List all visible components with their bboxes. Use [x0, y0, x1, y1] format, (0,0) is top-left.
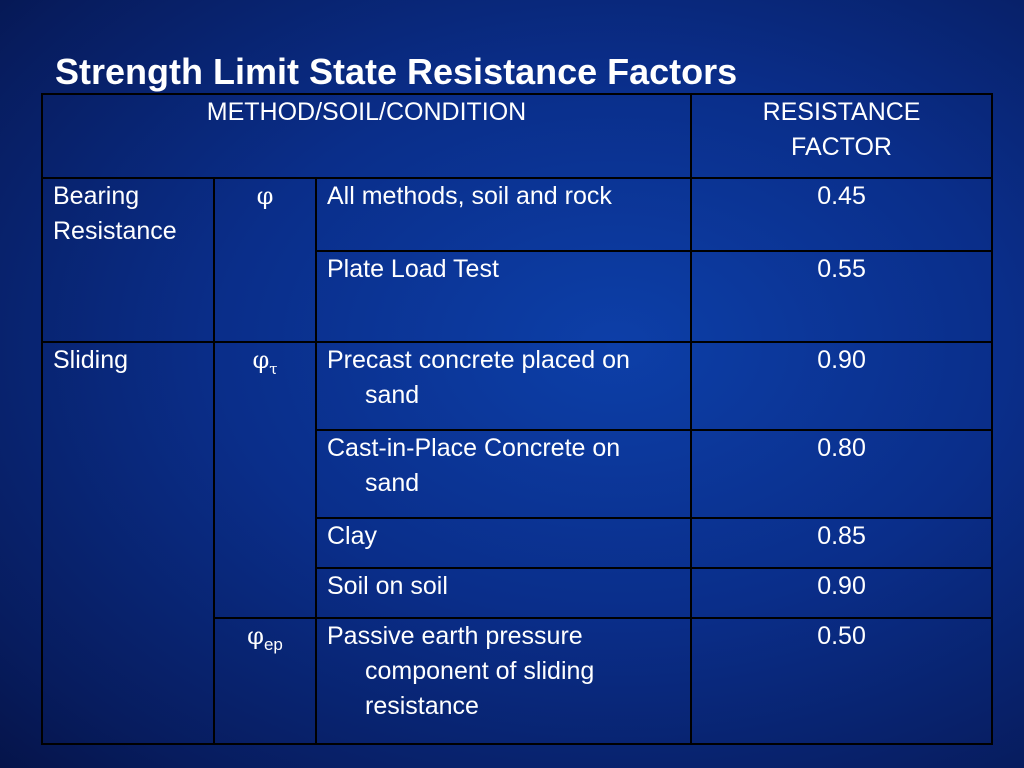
table-row: Clay 0.85: [42, 517, 994, 569]
group-sliding: Sliding: [41, 341, 215, 745]
condition-cell: Clay: [314, 517, 693, 569]
condition-cell: All methods, soil and rock: [314, 177, 693, 252]
condition-cell: Soil on soil: [314, 567, 693, 619]
table-row: Plate Load Test 0.55: [42, 250, 994, 343]
condition-cell: Plate Load Test: [314, 250, 693, 343]
factor-cell: 0.90: [690, 567, 994, 619]
header-resistance-factor: RESISTANCE FACTOR: [690, 93, 994, 179]
factor-cell: 0.80: [690, 429, 994, 519]
header-factor-line2: FACTOR: [791, 133, 892, 161]
factor-cell: 0.85: [690, 517, 994, 569]
factor-cell: 0.90: [690, 341, 994, 431]
header-factor-line1: RESISTANCE: [762, 98, 921, 126]
table-row: Bearing Resistance φ All methods, soil a…: [41, 177, 994, 343]
header-method: METHOD/SOIL/CONDITION: [40, 93, 693, 179]
slide-title: Strength Limit State Resistance Factors: [55, 51, 738, 92]
condition-cell: Precast concrete placed on sand: [314, 341, 693, 431]
phi-symbol: φ: [213, 177, 317, 343]
factor-cell: 0.45: [690, 177, 994, 252]
condition-cell: Cast-in-Place Concrete on sand: [314, 429, 693, 519]
table-row: Soil on soil 0.90: [42, 567, 994, 619]
factor-cell: 0.50: [690, 617, 994, 745]
condition-cell: Passive earth pressure component of slid…: [314, 617, 693, 745]
table-header-row: METHOD/SOIL/CONDITION RESISTANCE FACTOR: [40, 93, 994, 179]
group-bearing-resistance: Bearing Resistance: [41, 177, 215, 343]
phi-ep-symbol: φep: [213, 617, 317, 745]
table-row: φep Passive earth pressure component of …: [42, 617, 994, 745]
table-row: Cast-in-Place Concrete on sand 0.80: [42, 429, 994, 519]
table-row: Sliding φτ Precast concrete placed on sa…: [41, 341, 994, 745]
factor-cell: 0.55: [690, 250, 994, 343]
phi-tau-symbol: φτ: [213, 341, 317, 619]
resistance-factors-table: METHOD/SOIL/CONDITION RESISTANCE FACTOR …: [40, 93, 994, 745]
